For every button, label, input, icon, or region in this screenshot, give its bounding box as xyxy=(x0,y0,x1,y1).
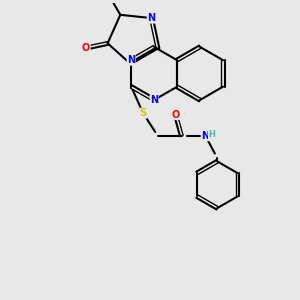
Text: N: N xyxy=(150,95,158,105)
Text: N: N xyxy=(127,55,135,65)
Text: O: O xyxy=(172,110,180,119)
Text: N: N xyxy=(147,13,155,23)
Text: O: O xyxy=(82,43,90,53)
Text: S: S xyxy=(140,108,147,118)
Text: N: N xyxy=(201,131,209,141)
Text: H: H xyxy=(208,130,215,139)
